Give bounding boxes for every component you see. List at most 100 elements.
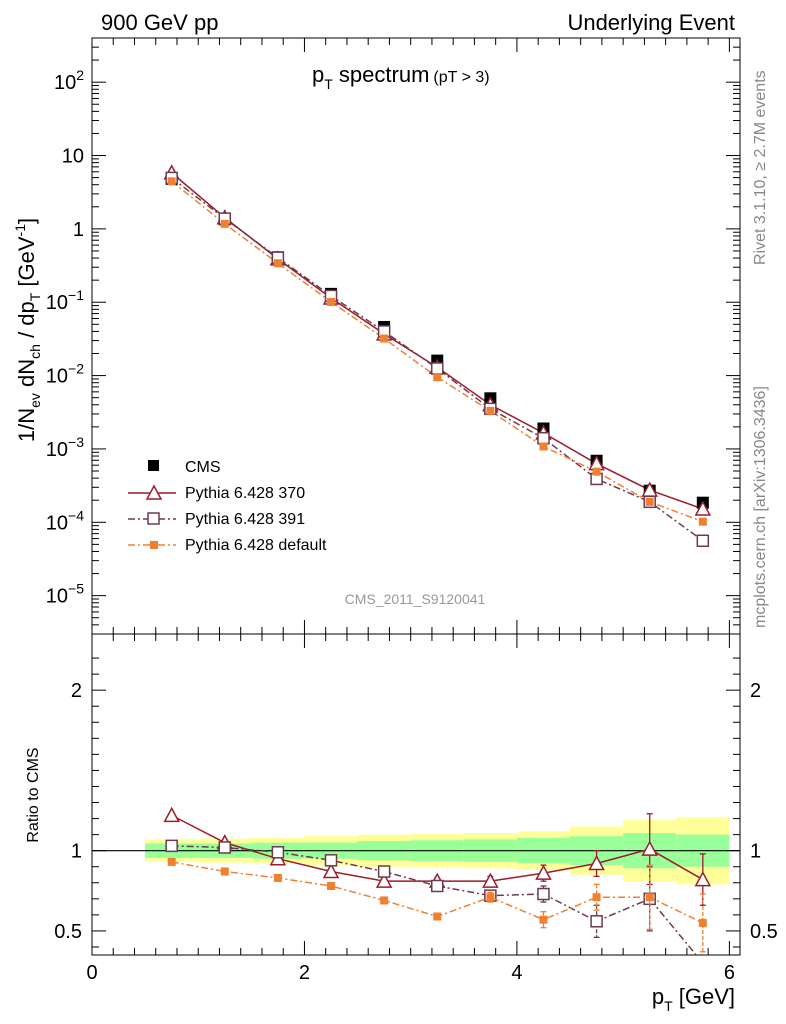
ratio-ylabel: Ratio to CMS — [25, 747, 42, 842]
ratio-point-default — [273, 873, 282, 882]
main-series-line — [171, 172, 704, 510]
main-title-cut: (pT > 3) — [433, 69, 489, 86]
main-title-p: p — [312, 62, 324, 87]
main-ytick-exp: −2 — [68, 361, 84, 377]
side-label-top: Rivet 3.1.10, ≥ 2.7M events — [752, 70, 769, 265]
legend-marker-391 — [147, 512, 160, 525]
main-ytick-label: 10−2 — [46, 361, 84, 388]
main-point-default — [539, 442, 548, 451]
main-ytick-label: 10−3 — [46, 434, 84, 461]
ratio-point-370 — [641, 840, 658, 856]
main-point-391 — [430, 362, 444, 375]
main-ylabel: 1/Nev dNch / dpT [GeV-1] — [12, 218, 43, 442]
ratio-point-default — [698, 918, 707, 927]
ratio-ytick-label-left: 2 — [71, 680, 82, 702]
ratio-point-370 — [694, 870, 712, 887]
main-ytick-exp: −3 — [68, 434, 84, 450]
ratio-point-391 — [537, 887, 550, 901]
main-point-default — [380, 334, 389, 343]
main-point-default — [220, 219, 229, 228]
legend-marker-370 — [145, 484, 163, 500]
ratio-xtick-label: 6 — [724, 962, 735, 984]
main-ytick-base: 10 — [46, 292, 68, 314]
header-left-title: 900 GeV pp — [101, 10, 218, 35]
legend-label-370: Pythia 6.428 370 — [185, 485, 305, 502]
header-right-title: Underlying Event — [567, 10, 735, 35]
main-point-370 — [694, 500, 712, 516]
ratio-point-default — [592, 893, 601, 902]
xlabel-p: p — [652, 984, 664, 1009]
ratio-xtick-label: 4 — [511, 962, 522, 984]
main-point-default — [327, 297, 336, 306]
ratio-point-391 — [590, 915, 603, 928]
analysis-label: CMS_2011_S9120041 — [345, 591, 486, 607]
main-series-line — [171, 180, 704, 523]
ratio-xtick-label: 2 — [299, 962, 310, 984]
main-ytick-label: 10−1 — [46, 287, 84, 314]
ratio-point-370 — [482, 872, 499, 888]
main-ytick-exp: −5 — [68, 581, 84, 597]
legend: CMS Pythia 6.428 370 Pythia 6.428 391 Py… — [128, 459, 327, 554]
main-point-default — [645, 497, 654, 506]
main-point-default — [167, 177, 176, 186]
main-ytick-exp: −1 — [68, 287, 84, 303]
xlabel-sub: T — [664, 998, 673, 1014]
ratio-ytick-label-left: 0.5 — [54, 921, 82, 943]
ratio-xtick-label: 0 — [86, 962, 97, 984]
main-ytick-exp: 2 — [76, 67, 84, 83]
main-title-word: spectrum — [333, 62, 430, 87]
ratio-plot: 0.5 0.5 1 1 2 2 0 2 4 6 — [54, 633, 778, 984]
ratio-ytick-label-right: 2 — [750, 680, 761, 702]
legend-label-cms: CMS — [185, 459, 221, 476]
ratio-point-default — [220, 867, 229, 876]
xlabel-unit: [GeV] — [673, 984, 735, 1009]
main-ytick-label: 10−4 — [46, 507, 84, 534]
main-title-sub: T — [324, 76, 333, 92]
ratio-point-default — [539, 915, 548, 924]
ratio-ytick-label-left: 1 — [71, 841, 82, 863]
main-point-default — [486, 406, 495, 415]
main-title: pT spectrum (pT > 3) — [312, 62, 490, 92]
main-ytick-label: 1 — [73, 219, 84, 241]
main-ytick-label: 10 — [62, 146, 84, 168]
ratio-point-391 — [377, 865, 391, 878]
ratio-point-391 — [218, 841, 232, 854]
ratio-series-line — [171, 845, 698, 955]
ratio-point-370 — [163, 806, 180, 823]
main-point-default — [433, 373, 442, 382]
legend-marker-default — [150, 541, 158, 549]
main-point-391 — [696, 534, 710, 548]
ratio-point-370 — [322, 862, 340, 879]
ratio-point-370 — [535, 864, 552, 880]
ratio-point-default — [380, 896, 389, 905]
ratio-point-default — [645, 893, 654, 902]
main-ytick-label: 10−5 — [46, 581, 84, 608]
ratio-point-default — [433, 912, 442, 921]
side-label-bottom: mcplots.cern.ch [arXiv:1306.3436] — [752, 386, 769, 628]
ratio-point-370 — [375, 872, 393, 888]
ratio-point-391 — [165, 839, 178, 853]
main-ytick-exp: −4 — [68, 507, 84, 523]
ratio-point-391 — [271, 846, 285, 859]
ratio-ytick-label-right: 0.5 — [750, 921, 778, 943]
ratio-point-391 — [324, 854, 338, 867]
main-ytick-base: 10 — [46, 439, 68, 461]
ratio-point-391 — [430, 879, 444, 893]
main-point-default — [592, 467, 601, 476]
main-ytick-base: 10 — [46, 586, 68, 608]
main-point-default — [273, 259, 282, 268]
legend-label-default: Pythia 6.428 default — [185, 537, 327, 554]
ratio-ytick-label-right: 1 — [750, 841, 761, 863]
ratio-point-default — [486, 893, 495, 902]
xlabel: pT [GeV] — [652, 984, 735, 1014]
main-ytick-base: 10 — [46, 512, 68, 534]
legend-marker-cms — [148, 460, 159, 471]
ratio-point-default — [327, 881, 336, 890]
main-ytick-label: 102 — [54, 67, 84, 94]
main-point-default — [698, 517, 707, 526]
legend-label-391: Pythia 6.428 391 — [185, 511, 305, 528]
ratio-point-370 — [588, 854, 605, 871]
ratio-frame — [91, 633, 741, 956]
